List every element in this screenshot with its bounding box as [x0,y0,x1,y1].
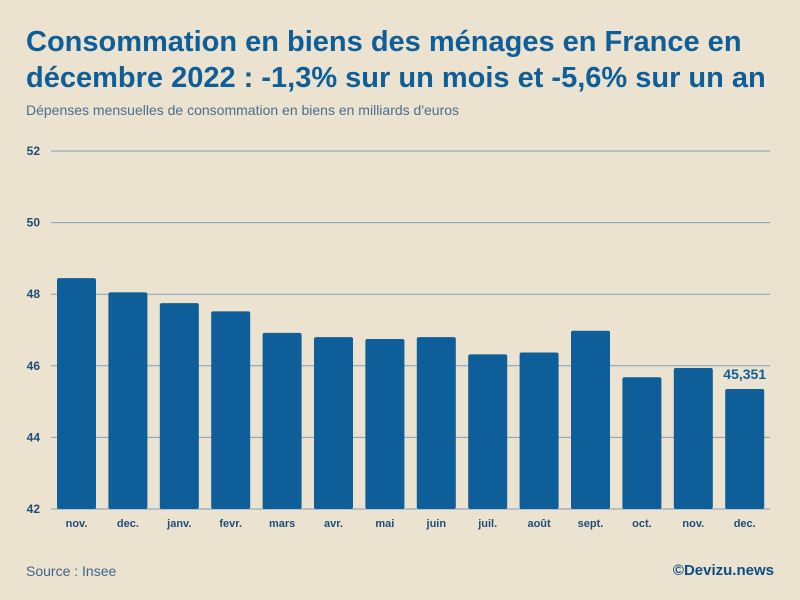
y-tick-label: 52 [27,144,41,158]
bar [519,352,559,509]
y-tick-label: 44 [27,430,41,444]
x-tick-label: nov. [682,518,704,530]
bar [571,330,610,509]
x-tick-label: août [527,518,551,530]
y-axis-ticks: 42 44 46 48 50 52 [27,144,41,516]
bar [108,292,148,509]
y-tick-label: 42 [27,502,41,516]
x-tick-label: mars [269,518,295,530]
bar [211,311,251,509]
source-note: Source : Insee [26,563,117,579]
y-tick-label: 50 [27,216,41,230]
grid-lines [51,150,770,510]
x-tick-label: oct. [632,518,652,530]
x-tick-label: nov. [66,518,88,530]
chart-title: Consommation en biens des ménages en Fra… [26,26,766,94]
x-tick-label: janv. [166,518,191,530]
y-tick-label: 46 [27,359,41,373]
annotations: 45,351 [723,366,766,382]
x-tick-label: mai [375,518,394,530]
bar [159,303,199,509]
bar [365,338,405,509]
bar [725,389,765,509]
bar [468,354,508,509]
x-axis-ticks: nov. dec. janv. fevr. mars avr. mai juin juil. ao… [66,518,756,530]
bar [673,367,713,509]
bar [262,332,302,509]
x-tick-label: dec. [734,518,756,530]
x-tick-label: fevr. [219,518,242,530]
bar [416,337,456,509]
x-tick-label: juil. [477,518,497,530]
y-tick-label: 48 [27,287,41,301]
chart-subtitle: Dépenses mensuelles de consommation en b… [26,102,460,118]
x-tick-label: dec. [117,518,139,530]
data-label: 45,351 [723,366,766,382]
bars [57,278,765,509]
x-tick-label: sept. [578,518,604,530]
bar [314,337,353,509]
bar [57,278,96,509]
brand-credit: ©Devizu.news [672,562,774,579]
x-tick-label: juin [426,518,447,530]
x-tick-label: avr. [324,518,343,530]
bar [622,377,662,509]
